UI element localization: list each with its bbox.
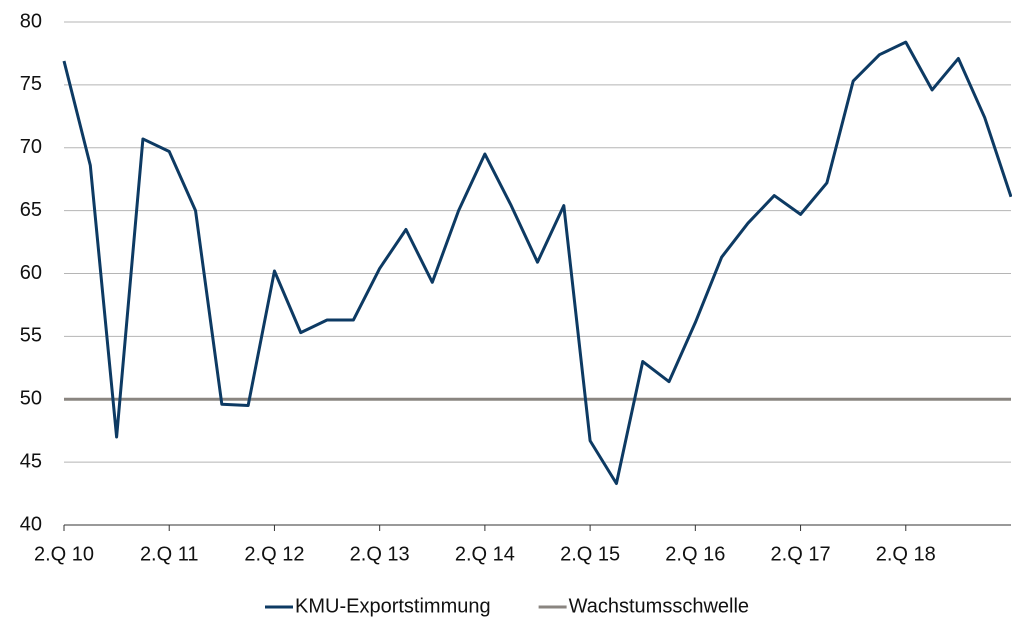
y-tick-label: 55 (20, 325, 42, 347)
y-tick-label: 50 (20, 388, 42, 410)
legend-label: KMU-Exportstimmung (295, 595, 491, 617)
y-tick-label: 60 (20, 262, 42, 284)
x-tick-label: 2.Q 12 (244, 543, 304, 565)
x-tick-label: 2.Q 16 (665, 543, 725, 565)
x-tick-label: 2.Q 15 (560, 543, 620, 565)
y-tick-label: 70 (20, 136, 42, 158)
legend-label: Wachstumsschwelle (569, 595, 749, 617)
y-tick-label: 40 (20, 513, 42, 535)
y-tick-label: 65 (20, 199, 42, 221)
x-tick-label: 2.Q 11 (140, 543, 199, 565)
y-tick-label: 80 (20, 10, 42, 32)
x-tick-label: 2.Q 10 (34, 543, 94, 565)
line-series (62, 40, 1012, 486)
x-tick-label: 2.Q 13 (350, 543, 410, 565)
x-tick-label: 2.Q 18 (876, 543, 936, 565)
y-tick-label: 75 (20, 73, 42, 95)
x-tick-label: 2.Q 14 (455, 543, 515, 565)
y-tick-label: 45 (20, 450, 42, 472)
x-tick-label: 2.Q 17 (771, 543, 831, 565)
